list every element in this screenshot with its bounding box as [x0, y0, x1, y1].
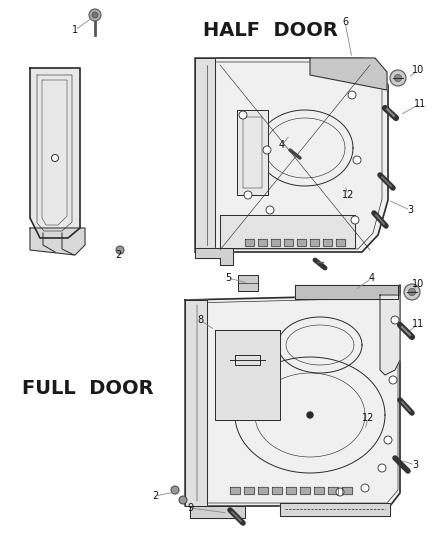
- Polygon shape: [286, 487, 296, 494]
- Circle shape: [384, 436, 392, 444]
- Text: 11: 11: [412, 319, 424, 329]
- Polygon shape: [215, 330, 280, 420]
- Polygon shape: [195, 248, 233, 265]
- Polygon shape: [280, 503, 390, 516]
- Circle shape: [394, 75, 402, 82]
- Circle shape: [336, 488, 344, 496]
- Text: 12: 12: [362, 413, 374, 423]
- Circle shape: [244, 191, 252, 199]
- Polygon shape: [342, 487, 352, 494]
- Text: 1: 1: [72, 25, 78, 35]
- Circle shape: [378, 464, 386, 472]
- Text: 4: 4: [279, 140, 285, 150]
- Polygon shape: [244, 487, 254, 494]
- Text: 10: 10: [412, 65, 424, 75]
- Circle shape: [116, 246, 124, 254]
- Polygon shape: [380, 295, 400, 375]
- Circle shape: [391, 316, 399, 324]
- Circle shape: [89, 9, 101, 21]
- Text: 6: 6: [342, 17, 348, 27]
- Text: FULL  DOOR: FULL DOOR: [22, 378, 154, 398]
- Circle shape: [239, 111, 247, 119]
- Text: 5: 5: [225, 273, 231, 283]
- Circle shape: [92, 12, 98, 18]
- Polygon shape: [237, 110, 268, 195]
- Circle shape: [263, 146, 271, 154]
- Circle shape: [307, 412, 313, 418]
- Polygon shape: [245, 239, 254, 246]
- Text: 9: 9: [187, 503, 193, 513]
- Polygon shape: [185, 285, 400, 506]
- Polygon shape: [220, 215, 355, 248]
- Polygon shape: [310, 58, 387, 90]
- Polygon shape: [300, 487, 310, 494]
- Circle shape: [351, 216, 359, 224]
- Polygon shape: [323, 239, 332, 246]
- Text: 8: 8: [197, 315, 203, 325]
- Polygon shape: [190, 506, 245, 518]
- Circle shape: [179, 496, 187, 504]
- Text: 10: 10: [412, 279, 424, 289]
- Circle shape: [52, 155, 59, 161]
- Circle shape: [389, 376, 397, 384]
- Circle shape: [361, 484, 369, 492]
- Circle shape: [266, 206, 274, 214]
- Polygon shape: [258, 239, 267, 246]
- Text: 3: 3: [407, 205, 413, 215]
- Polygon shape: [195, 58, 215, 252]
- Polygon shape: [238, 275, 258, 291]
- Circle shape: [171, 486, 179, 494]
- Polygon shape: [195, 58, 388, 252]
- Polygon shape: [314, 487, 324, 494]
- Text: 4: 4: [369, 273, 375, 283]
- Polygon shape: [271, 239, 280, 246]
- Text: 12: 12: [342, 190, 354, 200]
- Polygon shape: [272, 487, 282, 494]
- Polygon shape: [258, 487, 268, 494]
- Circle shape: [348, 91, 356, 99]
- Text: HALF  DOOR: HALF DOOR: [202, 20, 337, 39]
- Polygon shape: [284, 239, 293, 246]
- Polygon shape: [230, 487, 240, 494]
- Circle shape: [353, 156, 361, 164]
- Polygon shape: [328, 487, 338, 494]
- Polygon shape: [297, 239, 306, 246]
- Polygon shape: [30, 228, 85, 255]
- Polygon shape: [310, 239, 319, 246]
- Text: 2: 2: [115, 250, 121, 260]
- Text: 11: 11: [414, 99, 426, 109]
- Polygon shape: [30, 68, 80, 238]
- Circle shape: [390, 70, 406, 86]
- Circle shape: [408, 288, 416, 296]
- Polygon shape: [336, 239, 345, 246]
- Polygon shape: [295, 285, 398, 299]
- Text: 3: 3: [412, 460, 418, 470]
- Text: 2: 2: [152, 491, 158, 501]
- Circle shape: [404, 284, 420, 300]
- Polygon shape: [185, 300, 207, 506]
